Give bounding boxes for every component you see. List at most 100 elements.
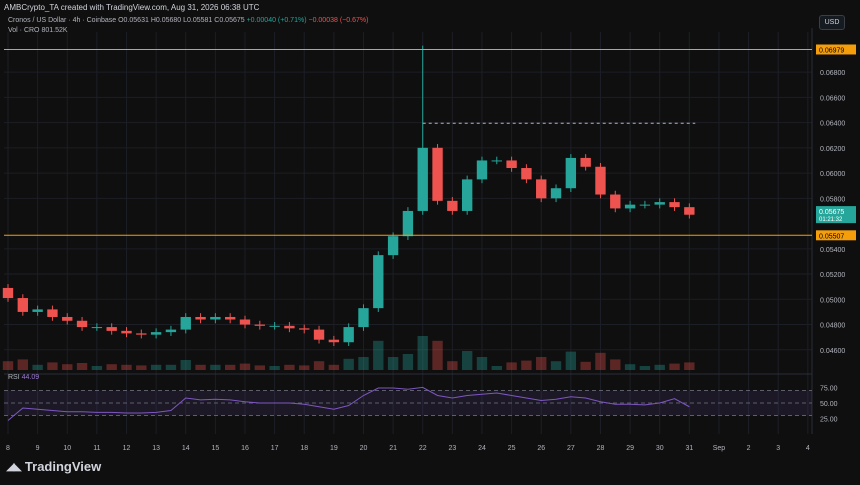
candle-body bbox=[32, 309, 43, 312]
candle-body bbox=[595, 166, 606, 195]
candle-body bbox=[506, 160, 517, 169]
time-tick-label: 19 bbox=[330, 445, 338, 452]
time-tick-label: 14 bbox=[182, 445, 190, 452]
volume-bar bbox=[150, 364, 162, 370]
candle-body bbox=[91, 327, 103, 329]
candle-body bbox=[150, 332, 162, 335]
price-tick-label: 0.05800 bbox=[820, 196, 845, 203]
volume-bar bbox=[624, 364, 636, 370]
candle-body bbox=[447, 200, 458, 211]
level-price-tag bbox=[816, 44, 856, 55]
price-tick-label: 0.06400 bbox=[820, 121, 845, 128]
time-tick-label: 21 bbox=[389, 445, 397, 452]
candle-body bbox=[254, 324, 265, 326]
volume-bar bbox=[284, 364, 295, 370]
volume-bar bbox=[417, 336, 428, 370]
bar-countdown-label: 01:21:32 bbox=[819, 217, 843, 223]
price-tick-label: 0.06600 bbox=[820, 95, 845, 102]
rsi-tick-label: 75.00 bbox=[820, 385, 838, 392]
candle-body bbox=[654, 202, 665, 205]
price-axis[interactable]: 0.06800 0.06600 0.06400 0.06200 0.06000 0.058… bbox=[820, 70, 845, 355]
volume-bar bbox=[165, 364, 177, 370]
volume-bar bbox=[91, 366, 103, 370]
volume-bar bbox=[639, 366, 651, 370]
candle-body bbox=[106, 327, 117, 331]
candle-body bbox=[62, 316, 73, 321]
volume-bar bbox=[669, 363, 680, 370]
level-price-label: 0.06979 bbox=[819, 47, 844, 54]
time-tick-label: Sep bbox=[713, 445, 726, 452]
time-tick-label: 16 bbox=[241, 445, 249, 452]
volume-bar bbox=[195, 364, 206, 370]
time-tick-label: 18 bbox=[300, 445, 308, 452]
rsi-legend: RSI 44.09 bbox=[8, 374, 39, 381]
rsi-line bbox=[7, 386, 690, 421]
volume-bar bbox=[47, 362, 58, 370]
time-tick-label: 26 bbox=[537, 445, 545, 452]
time-tick-label: 12 bbox=[123, 445, 131, 452]
price-tick-label: 0.04800 bbox=[820, 323, 845, 330]
candle-body bbox=[402, 210, 414, 237]
chart-grid bbox=[4, 28, 813, 434]
volume-bars bbox=[2, 336, 695, 370]
candle-body bbox=[565, 157, 577, 189]
volume-bar bbox=[17, 359, 28, 370]
rsi-pane: 75.00 50.00 25.00 bbox=[4, 373, 838, 424]
volume-bar bbox=[121, 364, 132, 370]
symbol-legend: Cronos / US Dollar · 4h · Coinbase O0.05… bbox=[8, 17, 368, 24]
volume-bar bbox=[224, 364, 236, 370]
time-tick-label: 31 bbox=[685, 445, 693, 452]
volume-bar bbox=[595, 352, 606, 370]
volume-bar bbox=[550, 361, 562, 370]
volume-bar bbox=[210, 364, 221, 370]
candle-body bbox=[491, 160, 502, 162]
volume-label[interactable]: Vol · CRO bbox=[8, 27, 40, 34]
candle-body bbox=[180, 316, 191, 330]
candle-body bbox=[224, 316, 236, 320]
candle-body bbox=[461, 179, 473, 211]
price-tick-label: 0.06200 bbox=[820, 146, 845, 153]
candle-body bbox=[624, 204, 636, 209]
candle-body bbox=[47, 309, 58, 317]
ohlc-close: C0.05675 bbox=[214, 17, 245, 24]
candle-body bbox=[210, 316, 221, 320]
candle-body bbox=[536, 179, 547, 199]
candle-body bbox=[432, 147, 443, 201]
candle-body bbox=[610, 194, 621, 209]
time-axis[interactable]: 8 9 10 11 12 13 14 15 16 17 18 19 20 21 22 23 24 25 26 27 28… bbox=[6, 445, 810, 452]
volume-bar bbox=[402, 354, 414, 370]
candle-body bbox=[684, 207, 695, 215]
price-tick-label: 0.05400 bbox=[820, 247, 845, 254]
price-change: +0.00040 (+0.71%) bbox=[246, 17, 307, 24]
candle-body bbox=[284, 325, 295, 329]
rsi-tick-label: 50.00 bbox=[820, 401, 838, 408]
currency-button[interactable]: USD bbox=[819, 15, 845, 30]
symbol-name[interactable]: Cronos / US Dollar · 4h · Coinbase bbox=[8, 17, 117, 24]
level-price-tag bbox=[816, 230, 856, 241]
candle-body bbox=[373, 255, 384, 309]
time-tick-label: 2 bbox=[747, 445, 751, 452]
candle-body bbox=[269, 325, 280, 327]
tradingview-brand[interactable]: ◢◣ TradingView bbox=[6, 459, 101, 474]
rsi-label[interactable]: RSI bbox=[8, 374, 20, 381]
volume-bar bbox=[180, 360, 191, 370]
volume-bar bbox=[2, 361, 14, 370]
time-tick-label: 15 bbox=[211, 445, 219, 452]
candle-body bbox=[76, 320, 88, 328]
candle-body bbox=[580, 157, 591, 167]
price-tick-label: 0.05200 bbox=[820, 272, 845, 279]
rsi-tick-label: 25.00 bbox=[820, 417, 838, 424]
time-tick-label: 29 bbox=[626, 445, 634, 452]
time-tick-label: 8 bbox=[6, 445, 10, 452]
volume-bar bbox=[343, 358, 354, 370]
last-price-tag bbox=[816, 206, 856, 224]
time-tick-label: 30 bbox=[656, 445, 664, 452]
volume-bar bbox=[476, 357, 488, 370]
price-change-secondary: −0.00038 (−0.67%) bbox=[308, 17, 369, 24]
volume-bar bbox=[491, 366, 502, 370]
time-tick-label: 3 bbox=[776, 445, 780, 452]
price-tick-label: 0.06800 bbox=[820, 70, 845, 77]
brand-label: TradingView bbox=[24, 459, 102, 474]
